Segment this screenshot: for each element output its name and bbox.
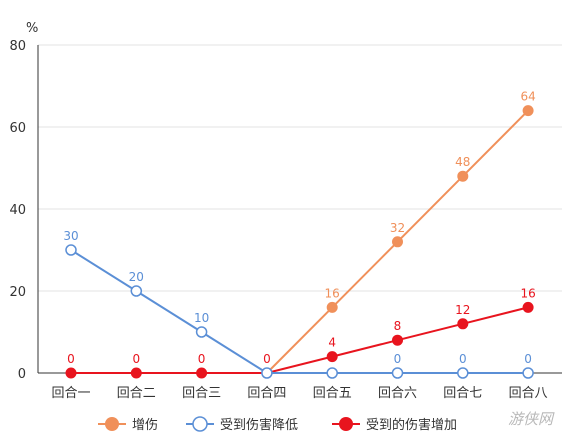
y-tick-label-80: 80 xyxy=(9,39,26,54)
series-2-label-2: 20 xyxy=(129,270,144,284)
series-2-point-2 xyxy=(130,285,143,297)
series-1-label-6: 32 xyxy=(390,221,405,235)
series-3-point-6 xyxy=(392,334,403,346)
gridlines xyxy=(38,44,562,292)
series-3-point-1 xyxy=(65,367,77,379)
series-2-point-3 xyxy=(195,326,208,338)
series-2-point-1 xyxy=(65,244,77,256)
series-2-point-5 xyxy=(326,367,338,379)
series-3-point-8 xyxy=(522,301,534,313)
series-2-label-7: 0 xyxy=(459,352,467,366)
legend-marker-2 xyxy=(192,416,208,432)
series-3-point-3 xyxy=(196,367,208,379)
legend: 增伤 受到伤害降低 受到的伤害增加 xyxy=(98,416,457,433)
x-tick-label-6: 回合六 xyxy=(378,386,417,401)
legend-marker-3 xyxy=(339,417,353,431)
x-tick-label-8: 回合八 xyxy=(509,386,548,401)
x-tick-label-7: 回合七 xyxy=(443,386,482,401)
series-1-point-8 xyxy=(522,105,534,117)
y-axis: 0 20 40 60 80 xyxy=(9,39,39,382)
series-2-label-8: 0 xyxy=(524,352,532,366)
series-2-label-3: 10 xyxy=(194,311,209,325)
series-3-label-5: 4 xyxy=(328,336,336,350)
legend-label-3: 受到的伤害增加 xyxy=(366,417,457,433)
series-3-label-4: 0 xyxy=(263,352,271,366)
series-1-point-5 xyxy=(326,301,338,313)
series-1-label-8: 64 xyxy=(520,90,535,104)
series-1-point-6 xyxy=(392,236,403,248)
series-3-label-3: 0 xyxy=(198,352,206,366)
y-unit-label: % xyxy=(26,21,38,36)
series-3-label-1: 0 xyxy=(67,352,75,366)
y-tick-label-20: 20 xyxy=(9,285,26,300)
legend-marker-1 xyxy=(105,417,119,431)
series-lines xyxy=(70,109,529,374)
series-2-label-6: 0 xyxy=(394,352,402,366)
series-2-label-1: 30 xyxy=(63,229,78,243)
x-tick-label-4: 回合四 xyxy=(247,386,286,401)
x-tick-label-5: 回合五 xyxy=(313,386,352,401)
series-3-label-2: 0 xyxy=(132,352,140,366)
x-tick-label-3: 回合三 xyxy=(182,386,221,401)
series-3-point-7 xyxy=(457,318,469,330)
series-1-point-7 xyxy=(457,170,469,182)
x-tick-label-2: 回合二 xyxy=(117,386,156,401)
series-2-point-7 xyxy=(457,367,469,379)
watermark-text: 游侠网 xyxy=(508,410,555,428)
series-3-label-6: 8 xyxy=(394,319,402,333)
y-tick-label-0: 0 xyxy=(18,367,26,382)
y-tick-label-60: 60 xyxy=(9,121,26,136)
series-2-line xyxy=(70,249,529,374)
series-2-point-6 xyxy=(391,367,404,379)
x-tick-label-1: 回合一 xyxy=(51,386,90,401)
series-2-point-4 xyxy=(261,367,273,379)
series-points xyxy=(65,105,534,379)
series-1-label-5: 16 xyxy=(325,286,340,300)
series-3-point-5 xyxy=(326,351,338,363)
legend-label-1: 增伤 xyxy=(132,418,158,433)
legend-label-2: 受到伤害降低 xyxy=(220,417,298,433)
series-1-label-7: 48 xyxy=(455,155,470,169)
x-axis: 回合一 回合二 回合三 回合四 回合五 回合六 回合七 回合八 xyxy=(38,372,562,401)
series-3-label-7: 12 xyxy=(455,303,470,317)
series-3-point-2 xyxy=(130,367,142,379)
series-3-line xyxy=(71,306,529,374)
series-3-label-8: 16 xyxy=(520,286,535,300)
y-tick-label-40: 40 xyxy=(9,203,26,218)
series-2-point-8 xyxy=(522,367,534,379)
